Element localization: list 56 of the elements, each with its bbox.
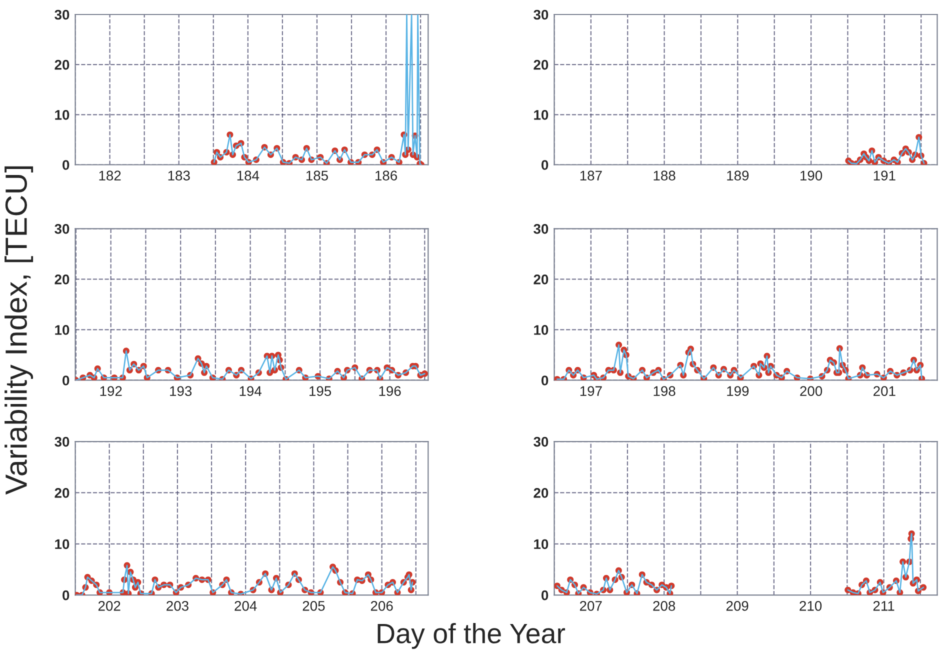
x-tick-label: 186 (376, 170, 398, 181)
y-tick-label: 10 (534, 110, 548, 120)
y-tick-label: 30 (534, 436, 548, 447)
x-tick-label: 200 (800, 386, 822, 396)
x-tick-label: 197 (580, 386, 602, 396)
y-tick-label: 20 (54, 60, 70, 70)
x-tick-label: 201 (874, 386, 896, 396)
x-tick-label: 184 (237, 170, 260, 181)
y-tick-label: 30 (54, 436, 70, 447)
x-tick-label: 191 (874, 170, 896, 181)
y-tick-label: 10 (534, 539, 548, 550)
y-tick-label: 0 (542, 376, 548, 386)
y-tick-label: 30 (54, 224, 70, 234)
y-tick-label: 0 (62, 376, 70, 386)
y-tick-label: 10 (534, 325, 548, 335)
x-tick-label: 206 (370, 601, 393, 611)
x-tick-label: 207 (580, 601, 602, 611)
x-tick-label: 195 (310, 386, 332, 396)
x-tick-label: 196 (379, 386, 401, 396)
y-tick-label: 30 (54, 10, 70, 20)
y-tick-label: 20 (534, 274, 548, 284)
y-tick-label: 20 (54, 488, 70, 498)
x-tick-label: 209 (726, 601, 748, 611)
x-tick-label: 211 (873, 601, 894, 611)
x-tick-label: 199 (727, 386, 749, 396)
x-tick-label: 185 (306, 170, 328, 181)
x-tick-label: 187 (580, 170, 602, 181)
x-tick-label: 198 (654, 386, 676, 396)
x-tick-label: 205 (302, 601, 325, 611)
y-tick-label: 30 (534, 10, 548, 20)
x-axis-title: Day of the Year (378, 622, 566, 649)
x-tick-label: 204 (234, 601, 257, 611)
y-tick-label: 10 (55, 110, 70, 120)
y-tick-label: 20 (534, 488, 548, 498)
y-tick-label: 10 (55, 325, 70, 335)
y-tick-label: 30 (534, 224, 548, 234)
y-tick-label: 0 (542, 590, 548, 600)
y-tick-label: 20 (54, 274, 70, 284)
x-tick-label: 182 (99, 170, 121, 181)
x-tick-label: 210 (800, 601, 822, 611)
x-tick-label: 188 (654, 170, 676, 181)
x-tick-label: 208 (653, 601, 676, 611)
y-tick-label: 0 (542, 160, 548, 170)
y-tick-label: 0 (62, 160, 70, 170)
y-tick-label: 0 (62, 590, 70, 600)
x-tick-label: 202 (98, 601, 120, 611)
x-tick-label: 183 (168, 170, 190, 181)
y-tick-label: 10 (55, 539, 70, 550)
x-tick-label: 203 (166, 601, 188, 611)
x-tick-label: 192 (100, 386, 122, 396)
y-tick-label: 20 (534, 60, 548, 70)
x-tick-label: 193 (170, 386, 192, 396)
x-tick-label: 189 (727, 170, 749, 181)
x-tick-label: 190 (800, 170, 822, 181)
x-tick-label: 194 (240, 386, 262, 396)
y-axis-title: Variability Index, [TECU] (4, 166, 34, 495)
